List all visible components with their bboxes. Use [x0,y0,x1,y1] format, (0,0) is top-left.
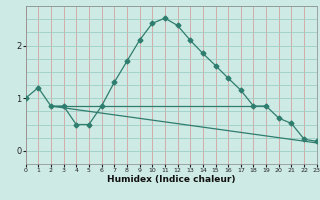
X-axis label: Humidex (Indice chaleur): Humidex (Indice chaleur) [107,175,236,184]
